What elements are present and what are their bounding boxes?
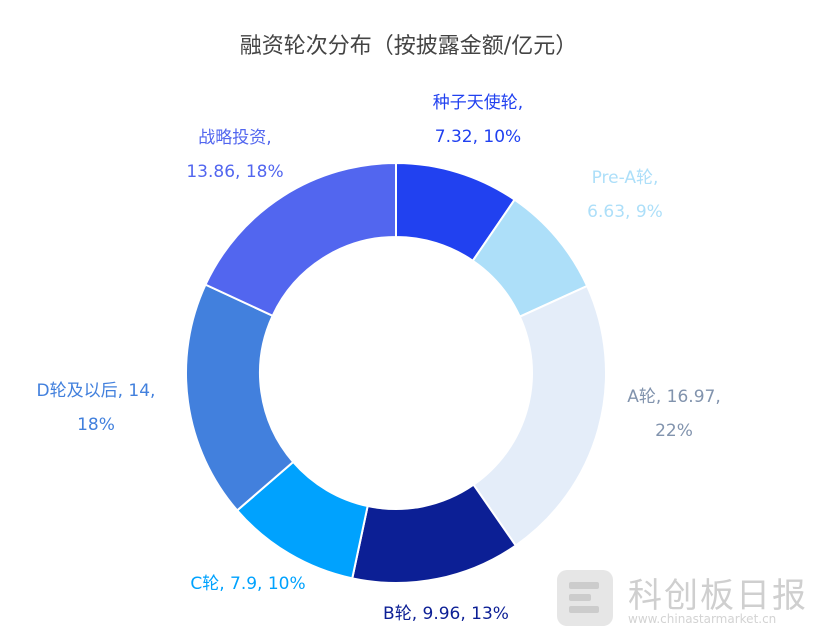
slice-label-1: 种子天使轮, 7.32, 10%: [433, 92, 523, 147]
watermark-brand: 科创板日报: [628, 576, 808, 616]
watermark-logo-icon: [557, 570, 613, 626]
slice-label-4: B轮, 9.96, 13%: [383, 604, 509, 624]
slice-7: [204, 161, 397, 318]
slice-label-6: D轮及以后, 14, 18%: [37, 381, 156, 435]
slice-label-2: Pre-A轮, 6.63, 9%: [587, 168, 663, 222]
slice-label-5: C轮, 7.9, 10%: [190, 574, 305, 594]
watermark-url: www.chinastarmarket.cn: [628, 612, 777, 626]
chart-title: 融资轮次分布（按披露金额/亿元）: [239, 34, 578, 59]
slice-label-3: A轮, 16.97, 22%: [627, 387, 721, 441]
slice-3: [472, 284, 607, 547]
slice-6: [185, 283, 295, 512]
slice-label-7: 战略投资, 13.86, 18%: [186, 128, 283, 182]
